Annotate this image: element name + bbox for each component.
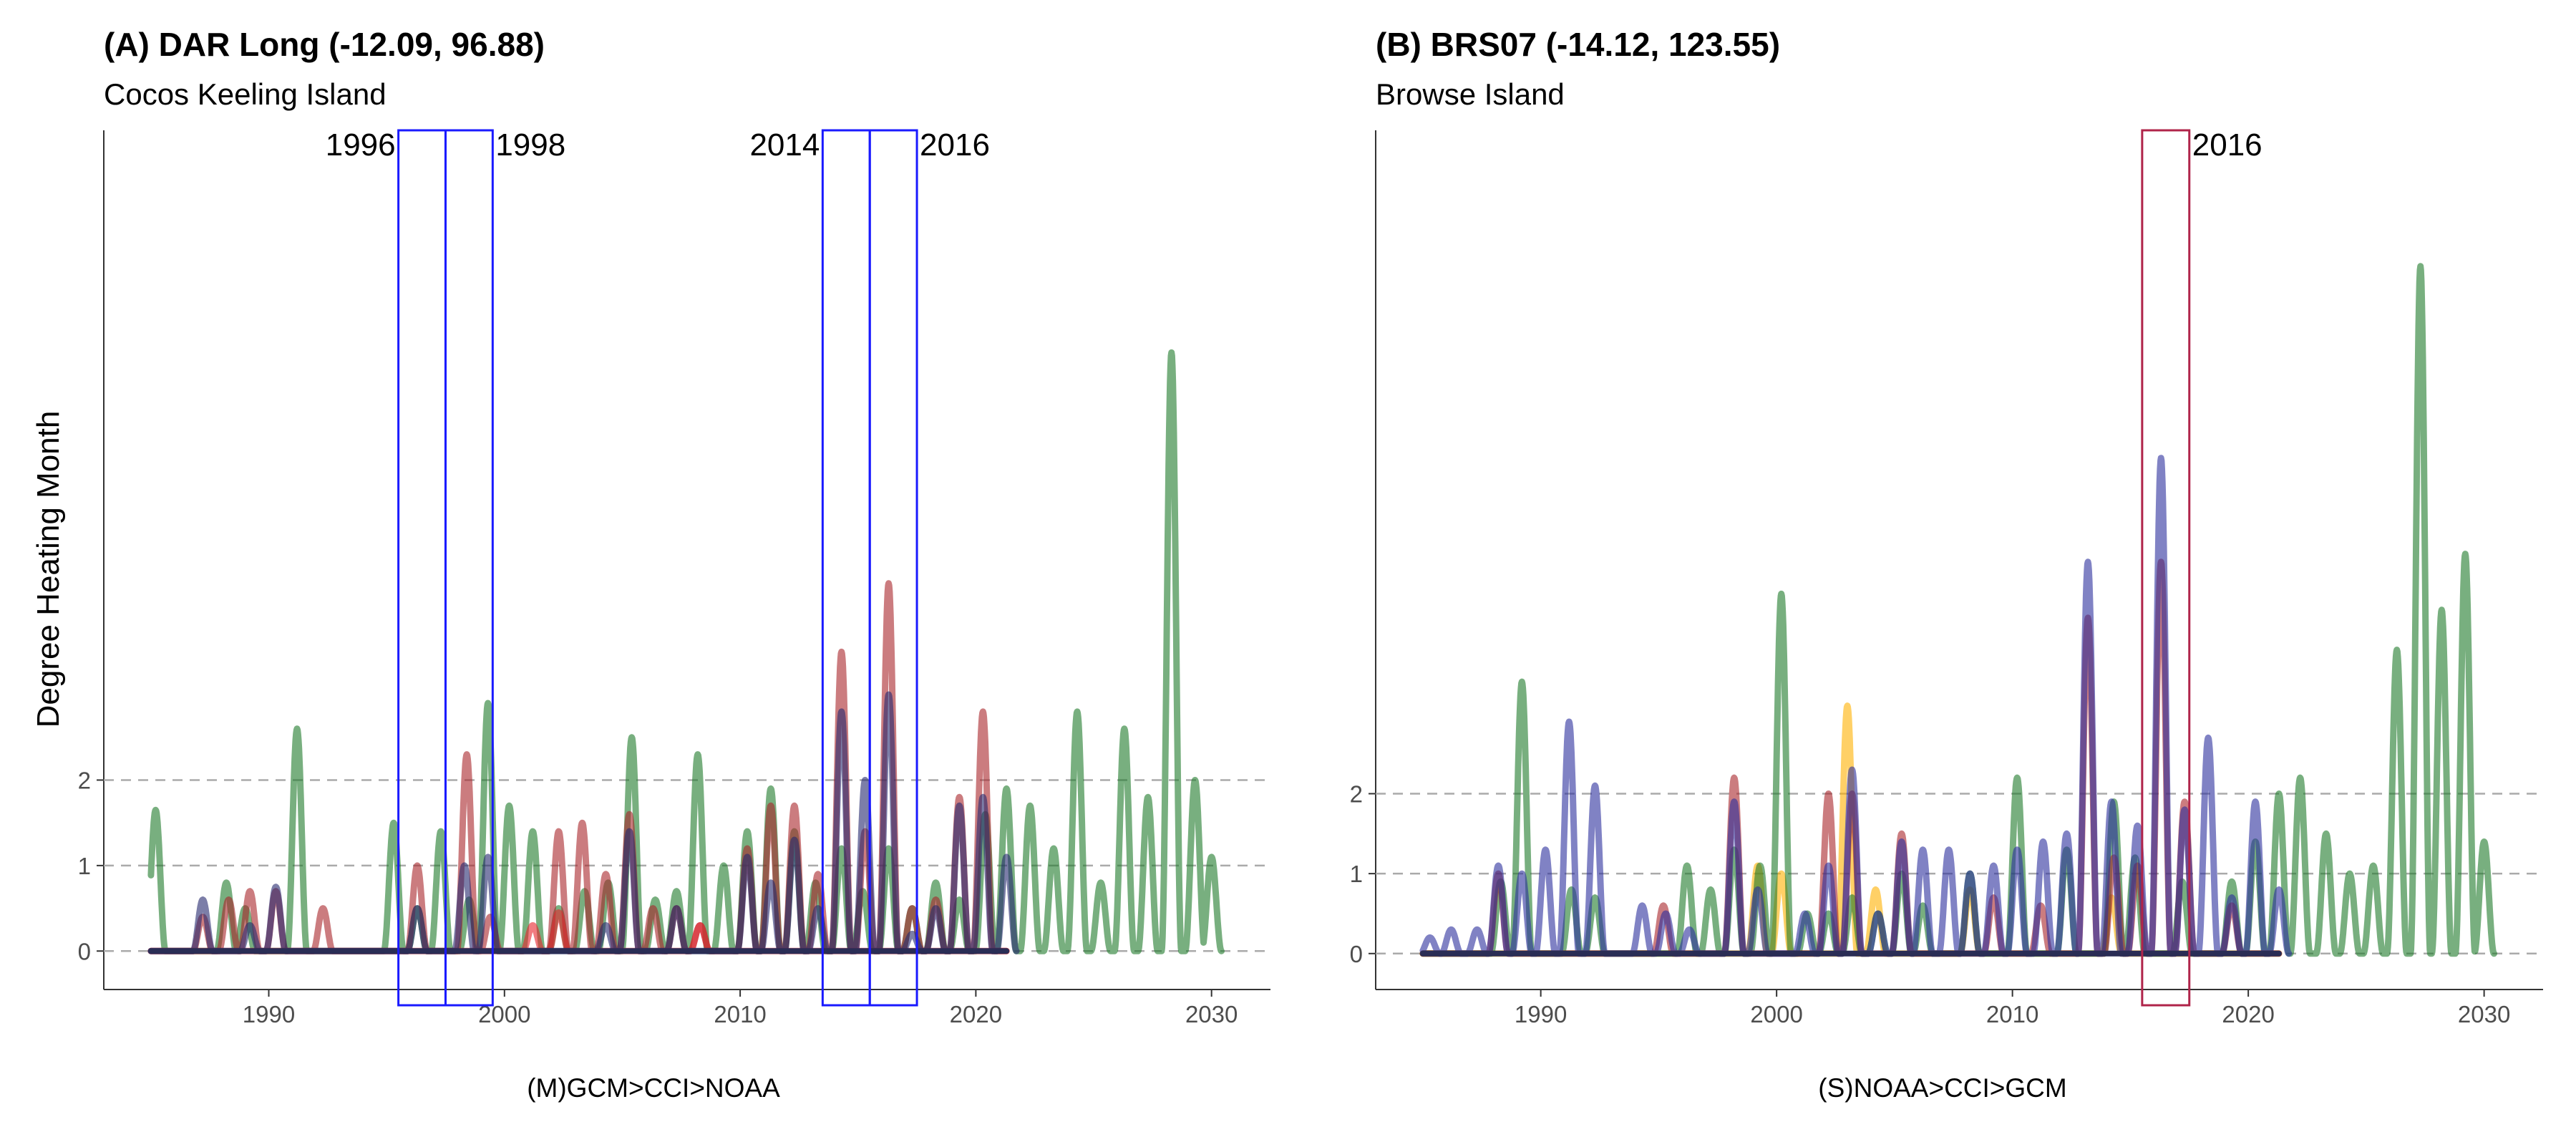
panel-b-caption: (S)NOAA>CCI>GCM bbox=[1818, 1073, 2066, 1103]
x-tick-label: 2000 bbox=[1750, 1001, 1802, 1027]
panel-b-title: (B) BRS07 (-14.12, 123.55) bbox=[1376, 26, 1780, 63]
x-tick-label: 2010 bbox=[714, 1001, 766, 1027]
event-label-2014: 2014 bbox=[749, 127, 820, 163]
y-tick-label: 2 bbox=[78, 767, 91, 793]
y-tick-label: 1 bbox=[78, 853, 91, 879]
y-axis-label: Degree Heating Month bbox=[31, 411, 66, 728]
event-label-1996: 1996 bbox=[326, 127, 396, 163]
y-tick-label: 2 bbox=[1350, 781, 1363, 808]
y-tick-label: 0 bbox=[1350, 941, 1363, 967]
x-tick-label: 2030 bbox=[2458, 1001, 2510, 1027]
x-tick-label: 1990 bbox=[243, 1001, 295, 1027]
panel-a-caption: (M)GCM>CCI>NOAA bbox=[527, 1073, 780, 1103]
x-tick-label: 2030 bbox=[1185, 1001, 1238, 1027]
series-line-3 bbox=[1419, 455, 2293, 957]
x-tick-label: 2020 bbox=[950, 1001, 1002, 1027]
x-tick-label: 2020 bbox=[2222, 1001, 2274, 1027]
panel-a-title: (A) DAR Long (-12.09, 96.88) bbox=[104, 26, 545, 63]
event-label-1998: 1998 bbox=[495, 127, 565, 163]
panel-a: (A) DAR Long (-12.09, 96.88) Cocos Keeli… bbox=[78, 26, 1270, 1103]
panel-b-subtitle: Browse Island bbox=[1376, 77, 1565, 111]
panel-a-subtitle: Cocos Keeling Island bbox=[104, 77, 387, 111]
y-tick-label: 0 bbox=[78, 938, 91, 964]
event-box-1998 bbox=[444, 129, 494, 1007]
event-box-2016 bbox=[868, 129, 918, 1007]
x-tick-label: 2010 bbox=[1986, 1001, 2038, 1027]
x-tick-label: 1990 bbox=[1515, 1001, 1567, 1027]
panel-b: (B) BRS07 (-14.12, 123.55) Browse Island… bbox=[1350, 26, 2543, 1103]
y-tick-label: 1 bbox=[1350, 861, 1363, 887]
panel-b-plot: 0 1 2 1990 2000 2010 2020 2030 2016 bbox=[1350, 127, 2543, 1027]
event-label-2016: 2016 bbox=[2192, 127, 2262, 163]
event-label-2016: 2016 bbox=[920, 127, 990, 163]
event-box-2016 bbox=[2141, 129, 2191, 1007]
